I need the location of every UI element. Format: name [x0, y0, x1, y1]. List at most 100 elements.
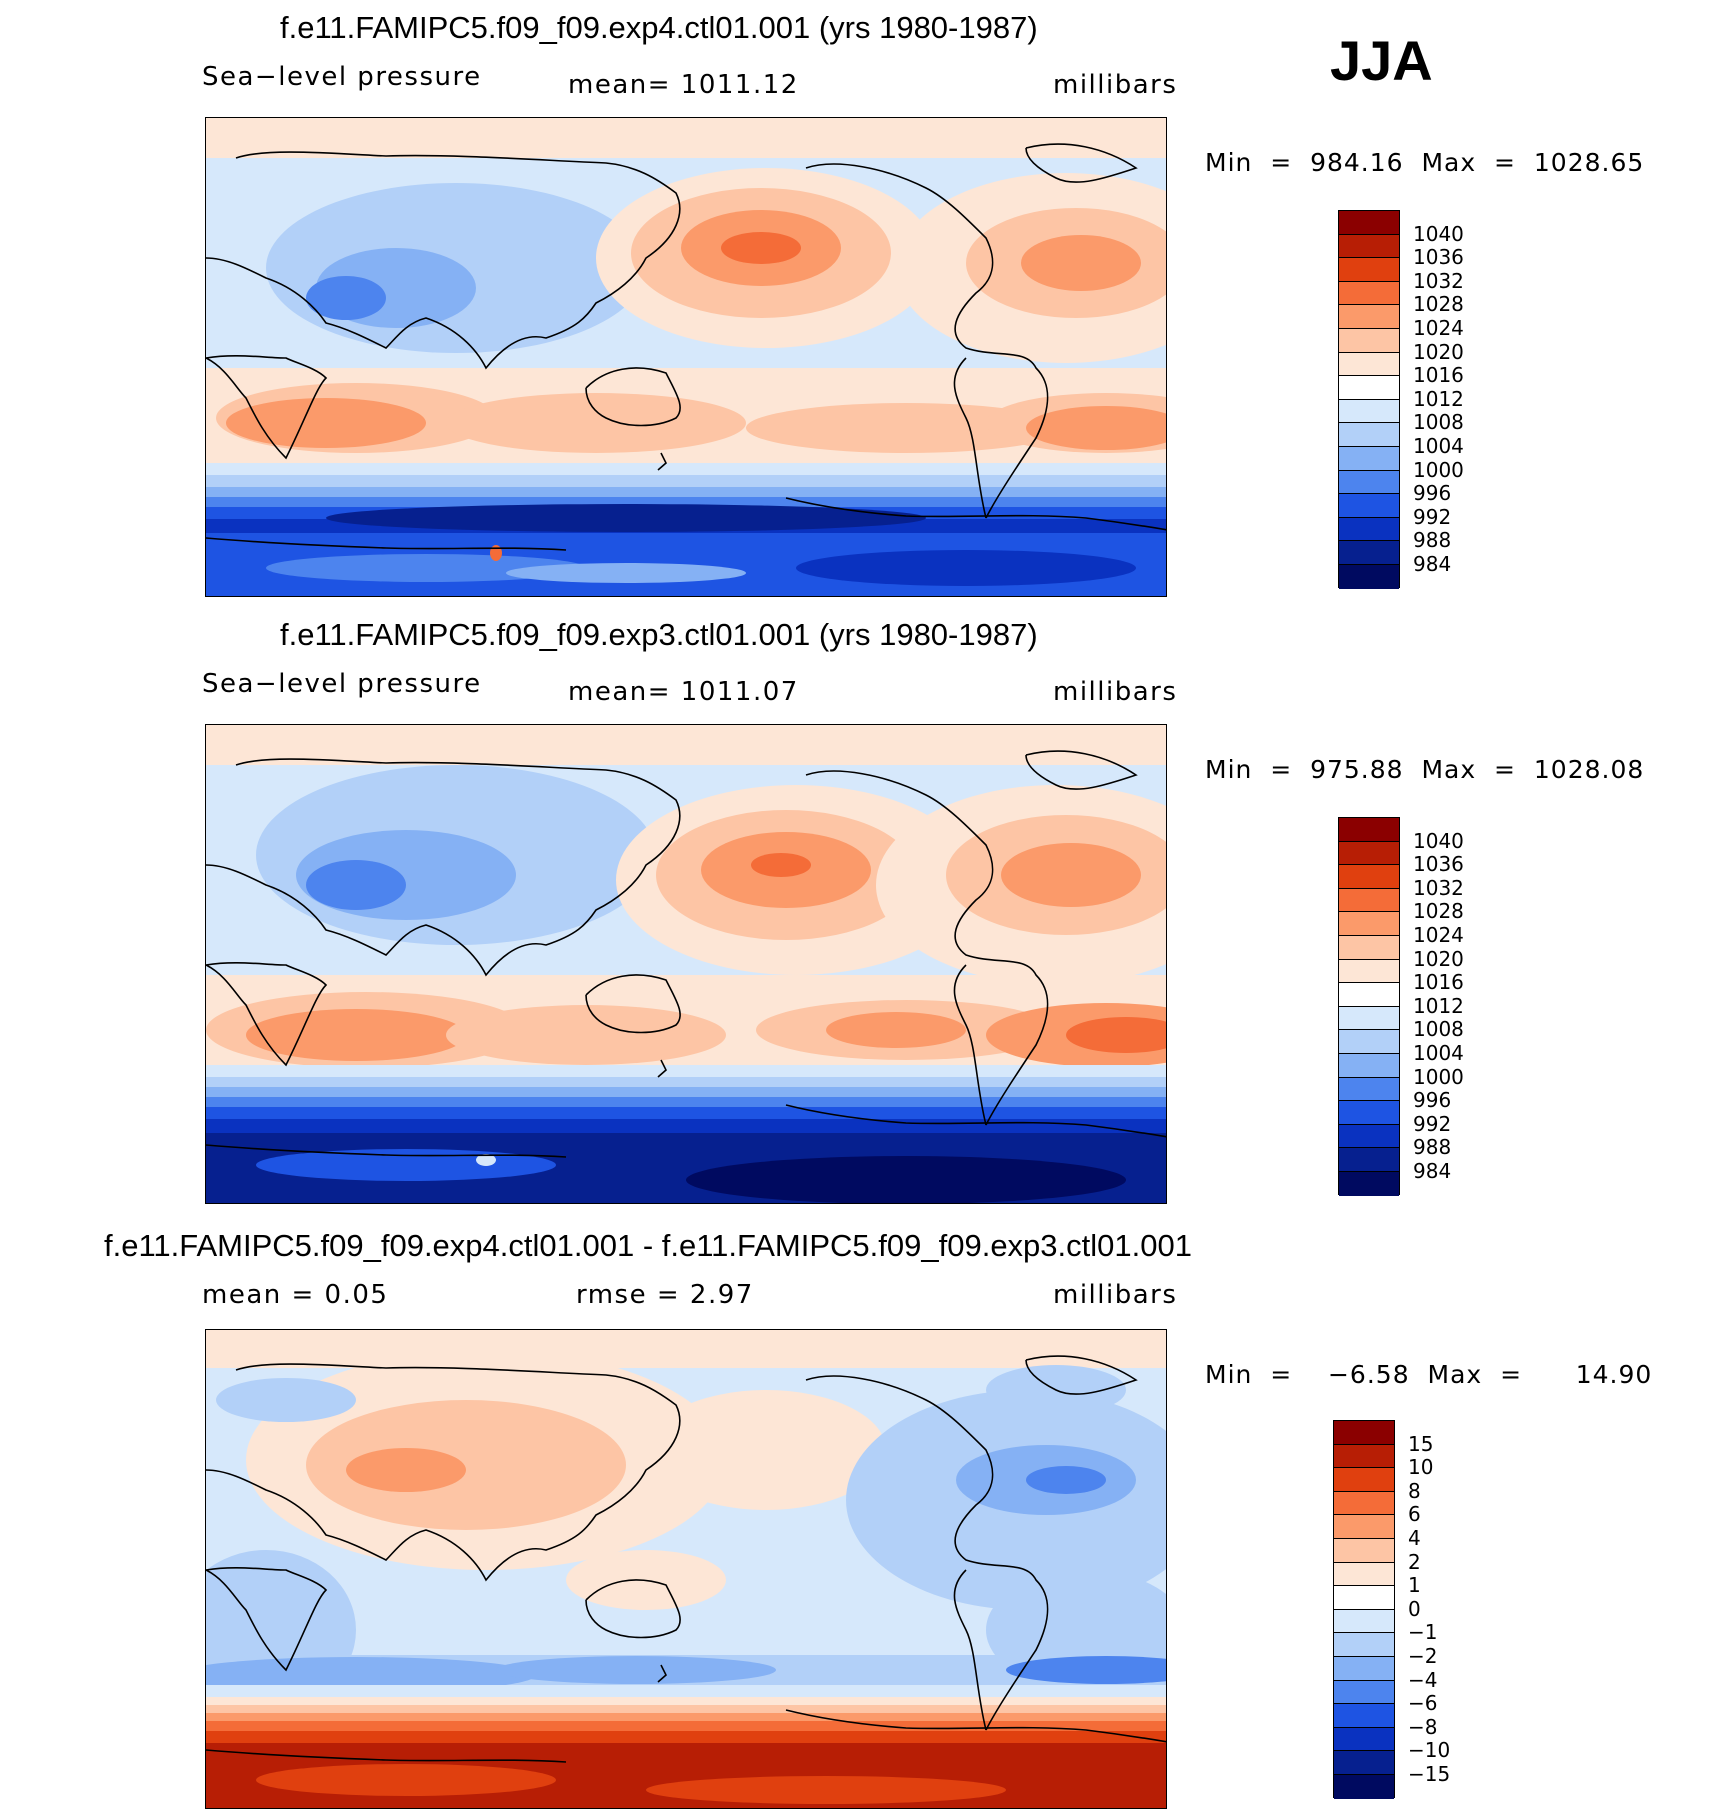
colorbar-level-label: 1008: [1413, 1017, 1464, 1042]
panel2-mean-label: mean= 1011.07: [568, 677, 799, 707]
colorbar-swatch: [1339, 1124, 1399, 1149]
panel3-colorbar-swatches: [1333, 1420, 1395, 1799]
colorbar-swatch: [1339, 959, 1399, 984]
colorbar-swatch: [1334, 1656, 1394, 1681]
colorbar-swatch: [1339, 494, 1399, 518]
panel2-title: f.e11.FAMIPC5.f09_f09.exp3.ctl01.001 (yr…: [280, 617, 1038, 652]
colorbar-level-label: 1000: [1413, 457, 1464, 482]
colorbar-swatch: [1334, 1444, 1394, 1469]
colorbar-level-label: 992: [1413, 1111, 1452, 1136]
colorbar-swatch: [1334, 1609, 1394, 1634]
colorbar-level-label: 1040: [1413, 828, 1464, 853]
panel1-title: f.e11.FAMIPC5.f09_f09.exp4.ctl01.001 (yr…: [280, 10, 1038, 45]
panel1-minmax: Min = 984.16 Max = 1028.65: [1205, 148, 1645, 177]
colorbar-level-label: 1028: [1413, 899, 1464, 924]
colorbar-level-label: 988: [1413, 528, 1452, 553]
colorbar-swatch: [1339, 935, 1399, 960]
colorbar-swatch: [1339, 1101, 1399, 1125]
colorbar-swatch: [1339, 983, 1399, 1007]
panel2-minmax: Min = 975.88 Max = 1028.08: [1205, 755, 1645, 784]
colorbar-swatch: [1339, 328, 1399, 353]
panel2-colorbar-swatches: [1338, 817, 1400, 1196]
colorbar-swatch: [1334, 1727, 1394, 1752]
colorbar-swatch: [1339, 211, 1399, 235]
panel1-mean-label: mean= 1011.12: [568, 70, 799, 100]
colorbar-level-label: 1008: [1413, 410, 1464, 435]
colorbar-level-label: −8: [1408, 1714, 1438, 1739]
panel3-rmse-label: rmse = 2.97: [576, 1280, 754, 1310]
colorbar-swatch: [1334, 1515, 1394, 1539]
panel3-mean-label: mean = 0.05: [202, 1280, 389, 1310]
colorbar-swatch: [1334, 1538, 1394, 1563]
panel3-title: f.e11.FAMIPC5.f09_f09.exp4.ctl01.001 - f…: [104, 1228, 1192, 1263]
colorbar-swatch: [1339, 1148, 1399, 1172]
colorbar-level-label: 984: [1413, 1159, 1452, 1183]
colorbar-swatch: [1339, 1053, 1399, 1078]
panel1-map: [205, 117, 1167, 597]
colorbar-level-label: 1036: [1413, 852, 1464, 877]
colorbar-swatch: [1334, 1704, 1394, 1728]
colorbar-level-label: −2: [1408, 1644, 1438, 1668]
colorbar-level-label: 1020: [1413, 339, 1464, 364]
panel2-map: [205, 724, 1167, 1204]
colorbar-level-label: 1012: [1413, 386, 1464, 411]
colorbar-level-label: 1028: [1413, 292, 1464, 317]
colorbar-swatch: [1339, 818, 1399, 842]
colorbar-level-label: 996: [1413, 1088, 1452, 1113]
panel3-units-label: millibars: [1053, 1280, 1178, 1310]
colorbar-level-label: −4: [1408, 1667, 1438, 1692]
colorbar-swatch: [1334, 1751, 1394, 1775]
colorbar-swatch: [1339, 281, 1399, 306]
colorbar-level-label: 1036: [1413, 245, 1464, 270]
colorbar-level-label: 992: [1413, 504, 1452, 529]
season-label: JJA: [1330, 29, 1433, 92]
panel3-minmax: Min = −6.58 Max = 14.90: [1205, 1360, 1653, 1389]
colorbar-swatch: [1339, 541, 1399, 565]
colorbar-level-label: −1: [1408, 1620, 1438, 1645]
colorbar-swatch: [1339, 1077, 1399, 1102]
colorbar-level-label: 0: [1408, 1596, 1421, 1621]
colorbar-swatch: [1334, 1421, 1394, 1445]
panel2-variable-label: Sea−level pressure: [202, 669, 482, 699]
colorbar-level-label: 6: [1408, 1502, 1421, 1527]
colorbar-swatch: [1339, 446, 1399, 471]
colorbar-level-label: 1: [1408, 1573, 1421, 1598]
colorbar-swatch: [1339, 1006, 1399, 1031]
colorbar-level-label: 2: [1408, 1549, 1421, 1574]
colorbar-swatch: [1334, 1586, 1394, 1610]
colorbar-level-label: 1040: [1413, 221, 1464, 246]
colorbar-level-label: 996: [1413, 481, 1452, 506]
panel2-map-svg: [206, 725, 1166, 1203]
colorbar-level-label: 10: [1408, 1455, 1434, 1480]
colorbar-level-label: 1016: [1413, 970, 1464, 995]
colorbar-swatch: [1339, 423, 1399, 447]
colorbar-swatch: [1339, 1171, 1399, 1196]
colorbar-swatch: [1339, 1030, 1399, 1054]
colorbar-level-label: 8: [1408, 1478, 1421, 1503]
colorbar-level-label: 1032: [1413, 268, 1464, 293]
colorbar-swatch: [1339, 470, 1399, 495]
panel1-units-label: millibars: [1053, 70, 1178, 100]
colorbar-swatch: [1339, 841, 1399, 866]
colorbar-swatch: [1339, 258, 1399, 282]
colorbar-swatch: [1339, 352, 1399, 377]
panel2-units-label: millibars: [1053, 677, 1178, 707]
colorbar-swatch: [1334, 1562, 1394, 1587]
colorbar-level-label: −15: [1408, 1762, 1451, 1786]
colorbar-swatch: [1339, 234, 1399, 259]
panel1-colorbar-swatches: [1338, 210, 1400, 589]
colorbar-level-label: −10: [1408, 1738, 1451, 1763]
panel1-map-svg: [206, 118, 1166, 596]
colorbar-level-label: 1024: [1413, 316, 1464, 340]
colorbar-swatch: [1339, 399, 1399, 424]
colorbar-level-label: 1004: [1413, 1041, 1464, 1065]
colorbar-level-label: −6: [1408, 1691, 1438, 1716]
colorbar-swatch: [1334, 1468, 1394, 1492]
colorbar-swatch: [1339, 912, 1399, 936]
colorbar-level-label: 988: [1413, 1135, 1452, 1160]
colorbar-level-label: 4: [1408, 1526, 1421, 1550]
colorbar-swatch: [1339, 865, 1399, 889]
colorbar-level-label: 1012: [1413, 993, 1464, 1018]
colorbar-swatch: [1339, 888, 1399, 913]
colorbar-swatch: [1339, 517, 1399, 542]
